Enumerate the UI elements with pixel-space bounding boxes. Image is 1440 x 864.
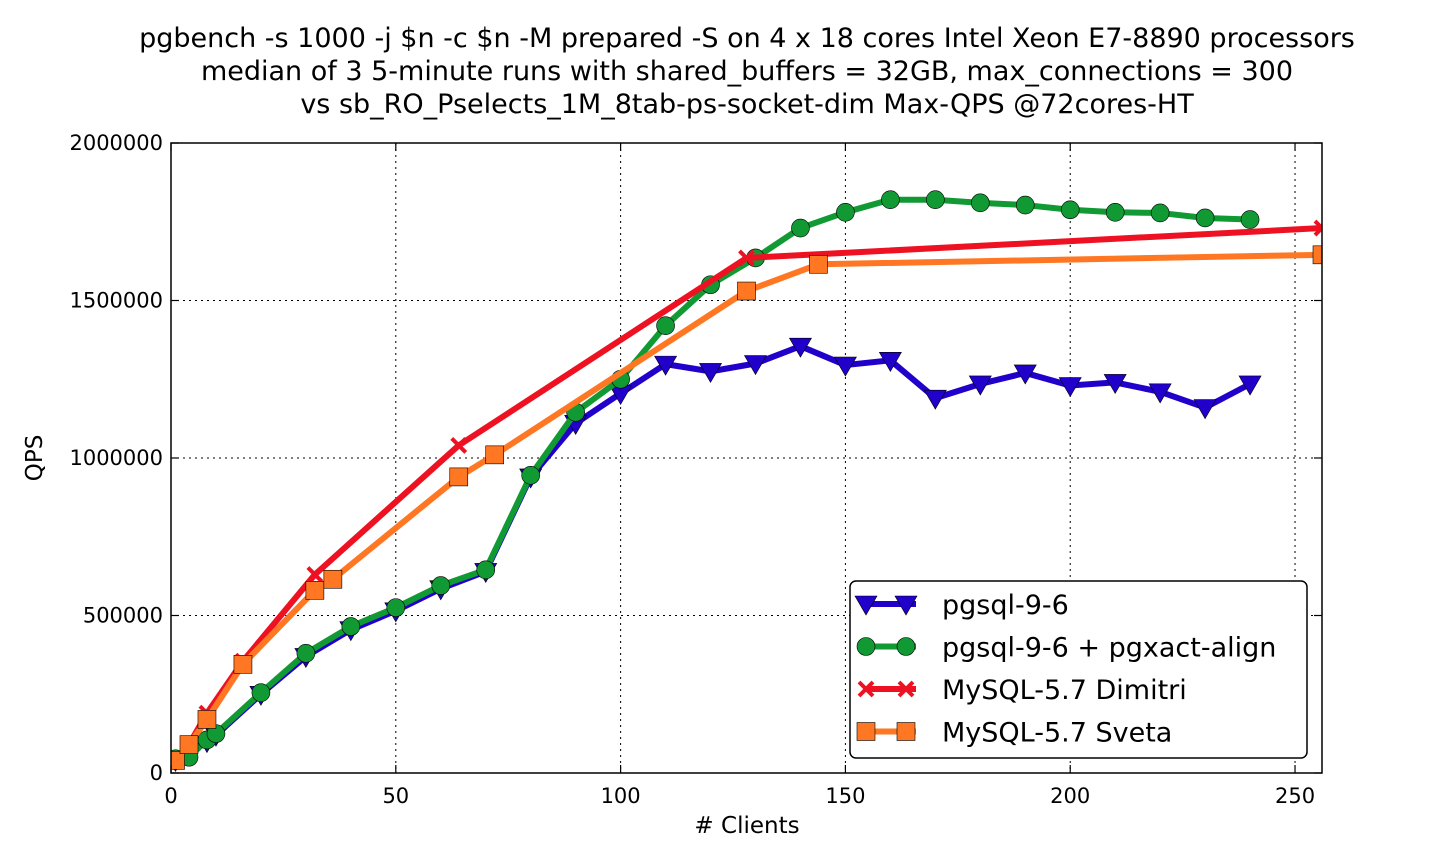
x-marker-stroke xyxy=(1313,225,1322,237)
data-point xyxy=(791,218,810,238)
data-point xyxy=(738,249,755,267)
data-point xyxy=(737,281,756,301)
y-tick-label: 1000000 xyxy=(69,446,163,470)
x-axis-label: # Clients xyxy=(694,813,799,839)
data-point xyxy=(788,337,812,358)
legend-marker xyxy=(856,722,876,741)
data-point xyxy=(833,356,857,377)
data-point xyxy=(1105,203,1125,222)
data-point xyxy=(323,569,343,589)
data-point xyxy=(1195,208,1215,228)
data-point xyxy=(1148,383,1172,404)
data-point xyxy=(926,190,945,209)
x-tick-label: 50 xyxy=(382,784,409,808)
data-point xyxy=(306,566,324,583)
data-point xyxy=(449,467,469,487)
y-tick-label: 0 xyxy=(150,761,163,785)
y-tick-label: 2000000 xyxy=(69,131,163,155)
x-marker-stroke xyxy=(857,680,875,698)
data-point xyxy=(305,580,325,600)
y-tick-label: 1500000 xyxy=(69,289,163,313)
data-point xyxy=(836,203,855,222)
x-marker-stroke xyxy=(450,436,468,454)
title-line-1: pgbench -s 1000 -j $n -c $n -M prepared … xyxy=(139,23,1355,54)
data-point xyxy=(923,389,947,410)
series-mysql-5-7-sveta xyxy=(171,245,1322,770)
axis-ticks: 0 50 100 150 200 250 0 500000 1000000 1500000 2000… xyxy=(69,131,1322,808)
data-point xyxy=(233,655,253,674)
data-point xyxy=(171,751,185,770)
data-point xyxy=(1238,375,1262,396)
data-point xyxy=(485,445,505,465)
x-marker-stroke xyxy=(738,249,755,267)
data-point xyxy=(1103,374,1127,394)
data-point xyxy=(341,617,361,636)
data-point xyxy=(656,316,675,336)
data-point xyxy=(1312,245,1322,265)
legend-marker xyxy=(896,722,916,741)
chart-title: pgbench -s 1000 -j $n -c $n -M prepared … xyxy=(139,23,1355,120)
series-pgsql-9-6-pgxact-align xyxy=(171,190,1260,769)
data-point xyxy=(1150,203,1170,223)
data-point xyxy=(251,683,271,702)
data-point xyxy=(1240,210,1260,229)
data-point xyxy=(197,710,217,729)
data-point xyxy=(450,436,468,454)
legend-marker xyxy=(857,680,875,698)
data-point xyxy=(1060,200,1080,220)
x-marker-stroke xyxy=(1313,219,1322,231)
x-tick-label: 100 xyxy=(601,784,641,808)
data-point xyxy=(521,466,540,485)
data-point xyxy=(1313,219,1322,237)
legend-marker xyxy=(856,637,876,656)
data-point xyxy=(654,355,678,376)
data-point xyxy=(1015,195,1035,215)
x-tick-label: 150 xyxy=(825,784,865,808)
legend-label: MySQL-5.7 Dimitri xyxy=(942,675,1187,706)
legend-marker xyxy=(894,595,918,616)
data-point xyxy=(881,190,900,209)
data-point xyxy=(809,254,828,274)
legend-box xyxy=(849,580,1308,759)
x-marker-stroke xyxy=(306,566,324,583)
data-point xyxy=(878,352,902,372)
title-line-2: median of 3 5-minute runs with shared_bu… xyxy=(201,56,1293,87)
legend-entry-pgsql-9-6-pgxact-align: pgsql-9-6 + pgxact-align xyxy=(856,633,1276,664)
legend-label: pgsql-9-6 + pgxact-align xyxy=(942,633,1276,664)
data-point xyxy=(968,375,992,396)
legend-label: MySQL-5.7 Sveta xyxy=(942,718,1172,749)
data-point xyxy=(1193,399,1217,420)
data-point xyxy=(179,735,199,754)
data-point xyxy=(386,598,406,617)
x-tick-label: 0 xyxy=(164,784,177,808)
data-point xyxy=(743,355,768,376)
y-axis-label: QPS xyxy=(22,435,48,482)
legend-entry-mysql-5-7-dimitri: MySQL-5.7 Dimitri xyxy=(857,675,1187,706)
title-line-3: vs sb_RO_Pselects_1M_8tab-ps-socket-dim … xyxy=(300,89,1194,120)
data-point xyxy=(431,576,451,595)
data-point xyxy=(476,560,496,580)
data-point xyxy=(296,643,316,663)
x-marker-stroke xyxy=(897,680,915,698)
legend-label: pgsql-9-6 xyxy=(942,590,1069,621)
data-point xyxy=(1013,364,1037,385)
data-point xyxy=(970,193,990,213)
data-point xyxy=(1058,377,1082,398)
data-point xyxy=(699,363,723,383)
y-tick-label: 500000 xyxy=(83,604,163,628)
legend-marker xyxy=(897,680,915,698)
legend: pgsql-9-6 pgsql-9-6 + pgxact-align MySQL-5… xyxy=(849,580,1308,759)
legend-entry-mysql-5-7-sveta: MySQL-5.7 Sveta xyxy=(856,718,1172,749)
legend-marker xyxy=(896,637,916,656)
legend-marker xyxy=(854,595,878,616)
x-tick-label: 250 xyxy=(1275,784,1315,808)
x-tick-label: 200 xyxy=(1050,784,1090,808)
plot-series xyxy=(171,190,1322,772)
legend-entry-pgsql-9-6: pgsql-9-6 xyxy=(854,590,1069,621)
